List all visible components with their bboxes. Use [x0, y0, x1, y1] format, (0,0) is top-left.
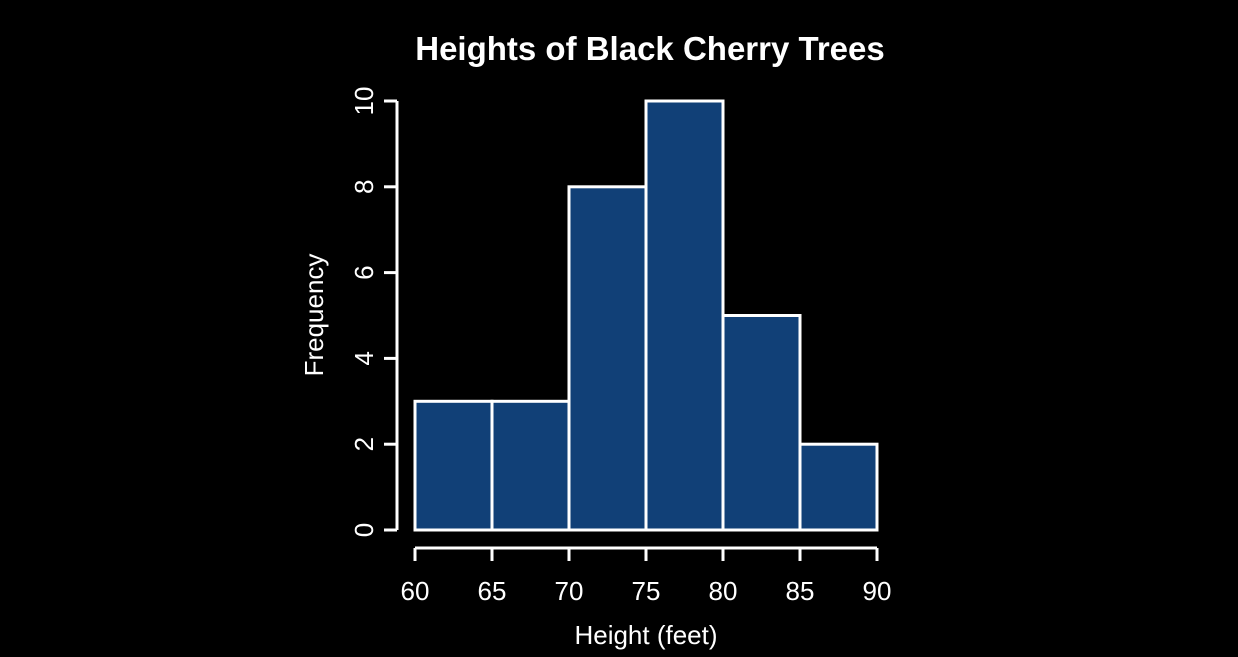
- histogram-bar-70-75: [567, 185, 648, 532]
- x-axis-label: Height (feet): [574, 620, 717, 650]
- y-tick-label: 4: [349, 351, 379, 365]
- x-tick-label: 85: [786, 576, 815, 606]
- histogram-bar-85-90: [798, 442, 879, 532]
- histogram-bar-80-85: [721, 314, 802, 532]
- y-tick-label: 0: [349, 523, 379, 537]
- x-tick-label: 75: [632, 576, 661, 606]
- x-tick-label: 90: [863, 576, 892, 606]
- histogram-bar-65-70: [490, 399, 571, 532]
- histogram-bar-75-80: [644, 99, 725, 532]
- x-tick-label: 80: [709, 576, 738, 606]
- y-tick-label: 8: [349, 180, 379, 194]
- y-tick-label: 10: [349, 87, 379, 116]
- x-tick-label: 65: [478, 576, 507, 606]
- x-tick-label: 70: [555, 576, 584, 606]
- chart-title: Heights of Black Cherry Trees: [415, 30, 885, 67]
- histogram-bar-60-65: [413, 399, 494, 532]
- y-axis-label: Frequency: [299, 254, 329, 377]
- bars-group: [413, 99, 879, 532]
- y-tick-label: 2: [349, 437, 379, 451]
- x-tick-label: 60: [401, 576, 430, 606]
- x-axis: 60 65 70 75 80 85 90: [401, 546, 892, 606]
- y-axis: 0 2 4 6 8 10: [349, 87, 399, 537]
- y-tick-label: 6: [349, 265, 379, 279]
